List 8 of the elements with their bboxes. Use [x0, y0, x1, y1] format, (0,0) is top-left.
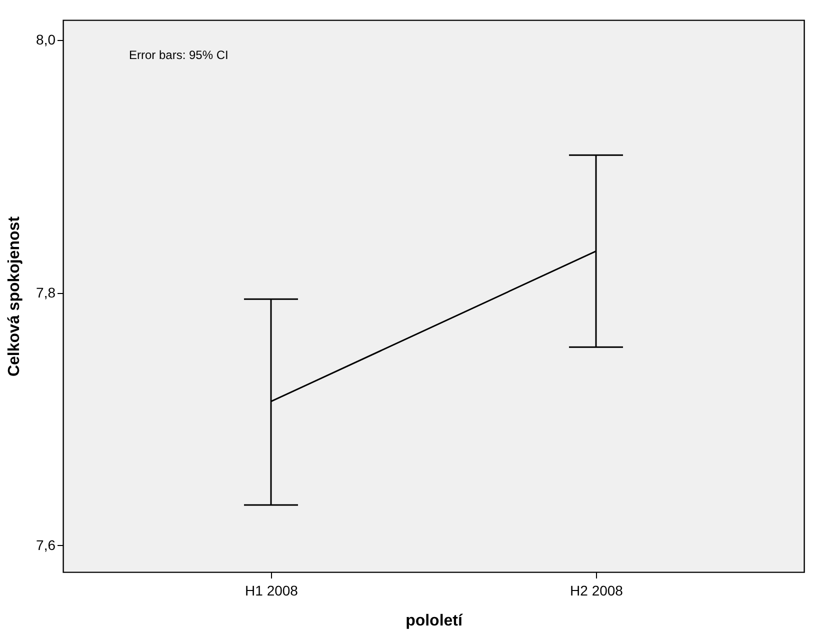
annotation: Error bars: 95% CI: [129, 48, 228, 62]
y-axis-title: Celková spokojenost: [6, 216, 24, 377]
y-tick-label: 7,6: [36, 536, 56, 553]
y-tick-label: 7,8: [36, 284, 56, 300]
x-tick-label: H1 2008: [245, 582, 298, 598]
y-tick-label: 8,0: [36, 32, 56, 48]
x-tick-label: H2 2008: [570, 582, 624, 598]
x-axis-title: pololetí: [406, 612, 463, 630]
